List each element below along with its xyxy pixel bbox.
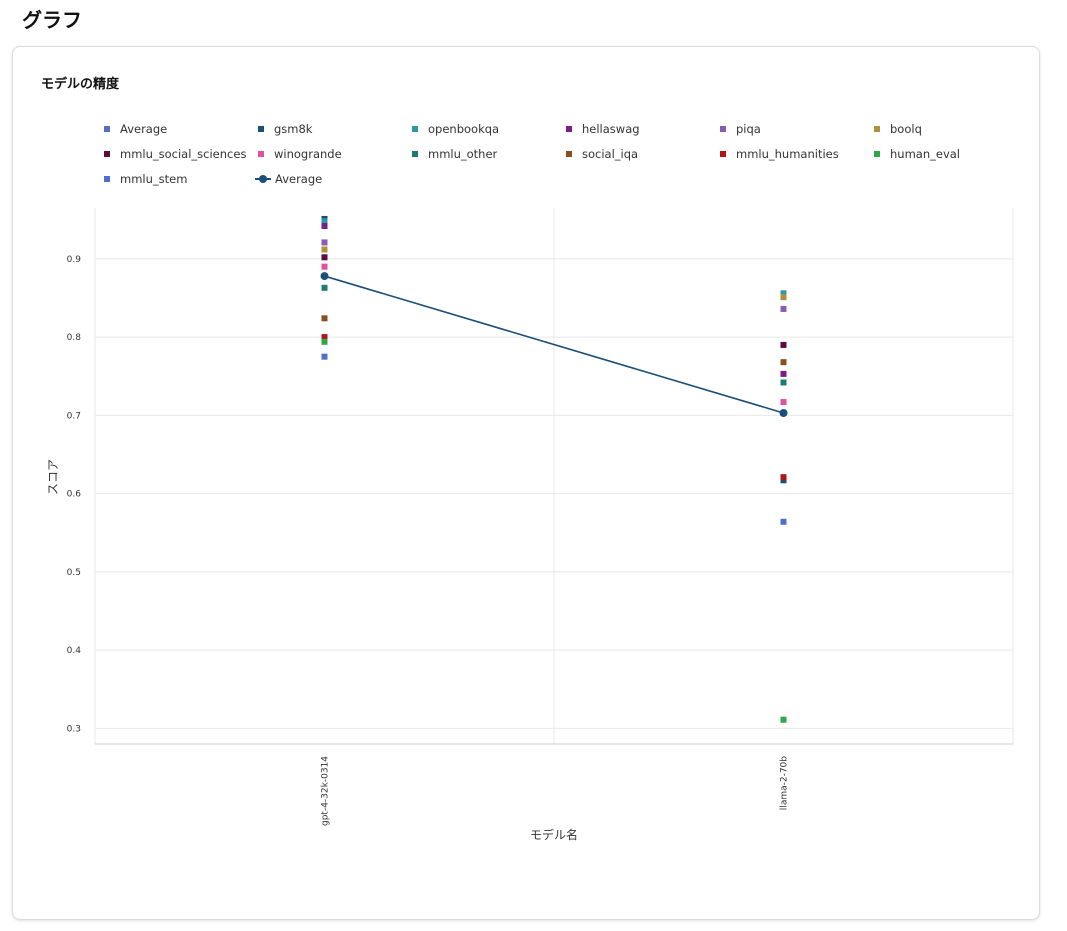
legend-square-marker — [412, 125, 418, 132]
legend-label: mmlu_stem — [120, 171, 188, 186]
scatter-point-piqa — [780, 305, 787, 312]
legend-label: winogrande — [274, 146, 342, 161]
legend-label: Average — [120, 121, 168, 136]
chart-legend: Average gsm8k openbookqa hellaswag piqa boolq… — [101, 120, 1031, 187]
legend-item[interactable]: mmlu_social_sciences — [101, 145, 255, 162]
legend-item[interactable]: mmlu_humanities — [717, 145, 871, 162]
scatter-point-piqa — [321, 239, 328, 246]
legend-label: hellaswag — [582, 121, 640, 136]
legend-square-marker — [412, 150, 418, 157]
scatter-point-mmlu-social-sciences — [780, 341, 787, 348]
scatter-point-openbookqa — [780, 290, 787, 297]
chart-card: モデルの精度 Average gsm8k openbookqa hellaswag pi… — [12, 46, 1040, 920]
scatter-point-mmlu-other — [321, 284, 328, 291]
y-tick-label: 0.5 — [67, 568, 81, 578]
legend-square-marker — [566, 125, 572, 132]
scatter-point-openbookqa — [321, 218, 328, 225]
x-tick-label: gpt-4-32k-0314 — [321, 756, 331, 826]
scatter-point-human-eval — [321, 338, 328, 345]
legend-item[interactable]: Average — [101, 120, 255, 137]
average-line — [324, 275, 784, 414]
legend-label: gsm8k — [274, 121, 313, 136]
legend-square-marker — [104, 175, 110, 182]
legend-square-marker — [874, 125, 880, 132]
scatter-point-mmlu-other — [780, 379, 787, 386]
legend-item[interactable]: openbookqa — [409, 120, 563, 137]
average-line-point — [320, 272, 329, 281]
scatter-point-gsm8k — [780, 477, 787, 484]
y-axis-label: スコア — [46, 459, 60, 495]
legend-line-marker — [255, 174, 271, 183]
legend-item[interactable]: boolq — [871, 120, 1025, 137]
scatter-point-boolq — [321, 246, 328, 253]
legend-label: Average — [275, 171, 323, 186]
chart-title: モデルの精度 — [41, 77, 120, 92]
legend-label: mmlu_social_sciences — [120, 146, 247, 161]
legend-square-marker — [720, 125, 726, 132]
legend-label: piqa — [736, 121, 761, 136]
grid-layer — [94, 208, 1014, 744]
scatter-point-hellaswag — [780, 370, 787, 377]
scatter-point-winogrande — [780, 399, 787, 406]
scatter-point-mmlu-humanities — [321, 334, 328, 341]
scatter-point-human-eval — [780, 716, 787, 723]
legend-item[interactable]: hellaswag — [563, 120, 717, 137]
average-line-point — [779, 409, 788, 418]
legend-item[interactable]: mmlu_stem — [101, 170, 255, 187]
legend-square-marker — [720, 150, 726, 157]
legend-item[interactable]: winogrande — [255, 145, 409, 162]
scatter-point-mmlu-social-sciences — [321, 254, 328, 261]
y-tick-label: 0.9 — [67, 255, 82, 265]
scatter-point-boolq — [780, 294, 787, 301]
legend-item[interactable]: Average — [255, 170, 409, 187]
legend-square-marker — [258, 150, 264, 157]
legend-label: boolq — [890, 121, 922, 136]
legend-square-marker — [104, 150, 110, 157]
scatter-point-winogrande — [321, 263, 328, 270]
legend-item[interactable]: piqa — [717, 120, 871, 137]
legend-square-marker — [874, 150, 880, 157]
y-tick-label: 0.7 — [67, 411, 81, 421]
legend-square-marker — [258, 125, 264, 132]
legend-label: mmlu_humanities — [736, 146, 839, 161]
x-axis-label: モデル名 — [530, 827, 578, 842]
y-tick-label: 0.4 — [67, 646, 82, 656]
y-tick-label: 0.3 — [67, 724, 81, 734]
scatter-point-mmlu-stem — [321, 353, 328, 360]
scatter-point-hellaswag — [321, 222, 328, 229]
axis-layer: 0.3 0.4 0.5 0.6 0.7 0.8 0.9 gpt-4-32k-0314 llama… — [67, 255, 1013, 826]
legend-label: social_iqa — [582, 146, 639, 161]
legend-item[interactable]: human_eval — [871, 145, 1025, 162]
legend-square-marker — [104, 125, 110, 132]
y-tick-label: 0.8 — [67, 333, 82, 343]
legend-label: openbookqa — [428, 121, 500, 136]
scatter-point-mmlu-stem — [780, 518, 787, 525]
y-tick-label: 0.6 — [67, 490, 82, 500]
scatter-point-social-iqa — [321, 315, 328, 322]
series-layer — [320, 215, 788, 723]
legend-item[interactable]: mmlu_other — [409, 145, 563, 162]
legend-item[interactable]: gsm8k — [255, 120, 409, 137]
x-tick-label: llama-2-70b — [780, 756, 790, 810]
legend-label: human_eval — [890, 146, 960, 161]
scatter-point-social-iqa — [780, 359, 787, 366]
legend-label: mmlu_other — [428, 146, 498, 161]
page-title: グラフ — [22, 8, 82, 32]
legend-square-marker — [566, 150, 572, 157]
legend-item[interactable]: social_iqa — [563, 145, 717, 162]
scatter-point-mmlu-humanities — [780, 474, 787, 481]
